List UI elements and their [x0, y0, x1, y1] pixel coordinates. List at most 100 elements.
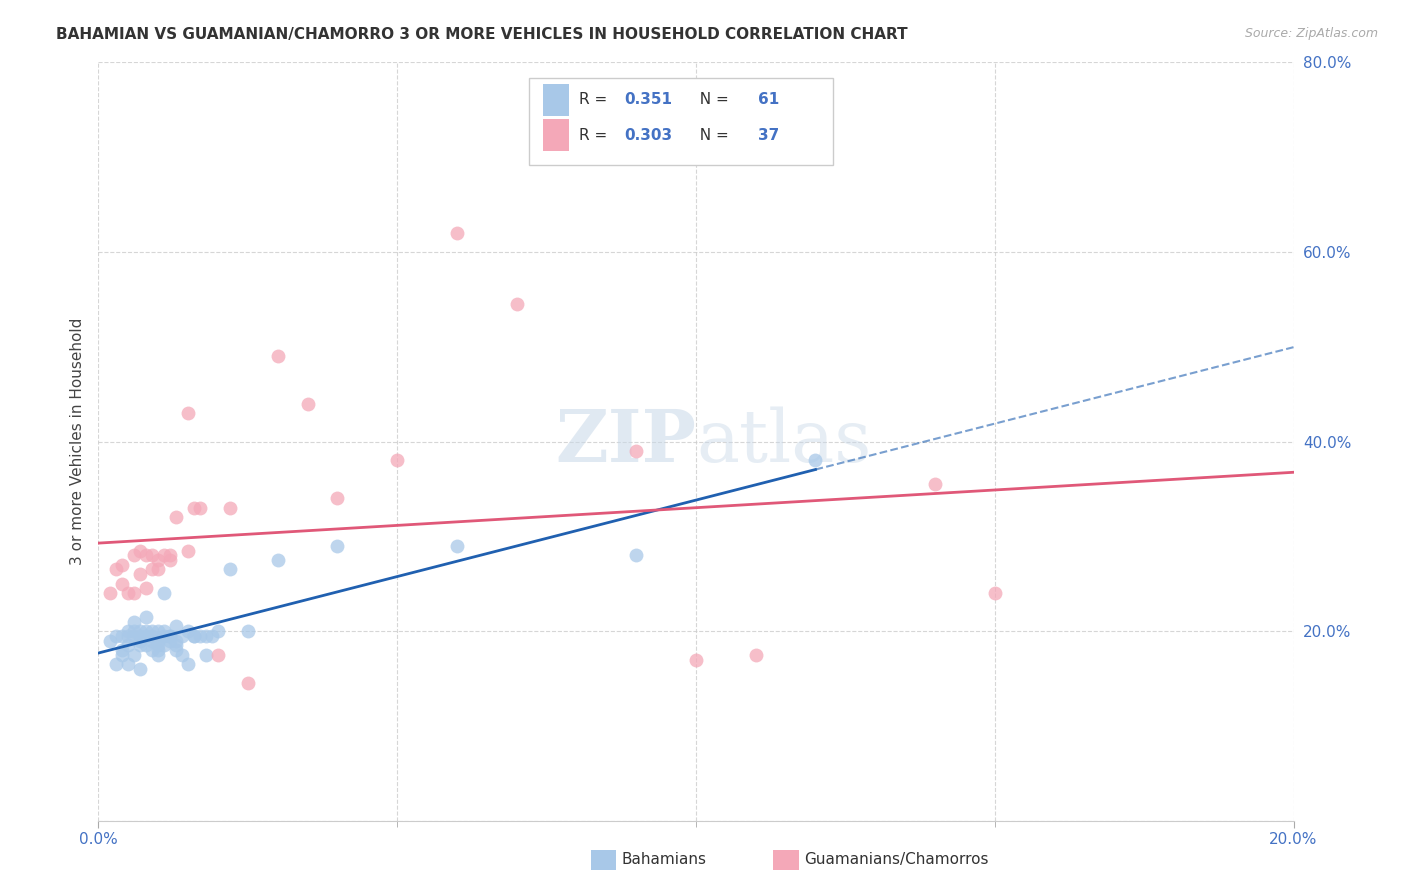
- Point: [326, 491, 349, 506]
- Point: [148, 553, 170, 567]
- Point: [177, 624, 200, 639]
- Bar: [543, 120, 569, 151]
- Point: [135, 629, 157, 643]
- Point: [207, 624, 229, 639]
- Point: [159, 633, 181, 648]
- Point: [165, 619, 187, 633]
- Point: [153, 586, 176, 600]
- Point: [188, 629, 211, 643]
- Point: [326, 539, 349, 553]
- Point: [219, 562, 242, 576]
- Point: [165, 643, 187, 657]
- Text: 61: 61: [758, 92, 779, 107]
- Point: [129, 543, 152, 558]
- Point: [165, 633, 187, 648]
- Point: [129, 638, 152, 652]
- Point: [124, 648, 146, 662]
- Point: [111, 576, 134, 591]
- Point: [984, 586, 1007, 600]
- Point: [745, 648, 768, 662]
- Point: [117, 638, 139, 652]
- Text: atlas: atlas: [696, 406, 872, 477]
- Point: [129, 629, 152, 643]
- Point: [135, 548, 157, 563]
- Point: [626, 548, 648, 563]
- Point: [111, 629, 134, 643]
- Point: [153, 624, 176, 639]
- Point: [201, 629, 224, 643]
- Point: [141, 562, 163, 576]
- Text: 0.351: 0.351: [624, 92, 672, 107]
- Point: [165, 638, 187, 652]
- Point: [129, 567, 152, 582]
- Point: [117, 624, 139, 639]
- Point: [159, 548, 181, 563]
- Point: [207, 648, 229, 662]
- Text: 0.303: 0.303: [624, 128, 672, 143]
- Text: N =: N =: [690, 92, 734, 107]
- Point: [148, 648, 170, 662]
- Point: [446, 226, 468, 240]
- Point: [626, 444, 648, 458]
- Point: [141, 629, 163, 643]
- Text: N =: N =: [690, 128, 734, 143]
- Point: [804, 453, 827, 467]
- Point: [141, 548, 163, 563]
- Text: BAHAMIAN VS GUAMANIAN/CHAMORRO 3 OR MORE VEHICLES IN HOUSEHOLD CORRELATION CHART: BAHAMIAN VS GUAMANIAN/CHAMORRO 3 OR MORE…: [56, 27, 908, 42]
- Point: [385, 453, 409, 467]
- Point: [124, 548, 146, 563]
- Point: [117, 657, 139, 672]
- Point: [124, 586, 146, 600]
- Point: [148, 633, 170, 648]
- Point: [105, 657, 128, 672]
- Point: [195, 648, 218, 662]
- Point: [124, 624, 146, 639]
- Point: [148, 624, 170, 639]
- Bar: [529, 78, 834, 165]
- Point: [159, 629, 181, 643]
- Point: [219, 500, 242, 515]
- Text: Bahamians: Bahamians: [621, 853, 706, 867]
- Point: [506, 297, 529, 311]
- Point: [297, 396, 319, 410]
- Point: [111, 643, 134, 657]
- Point: [446, 539, 468, 553]
- Bar: [543, 84, 569, 116]
- Point: [129, 662, 152, 676]
- Point: [159, 629, 181, 643]
- Point: [124, 629, 146, 643]
- Point: [117, 586, 139, 600]
- Point: [236, 624, 259, 639]
- Text: Guamanians/Chamorros: Guamanians/Chamorros: [804, 853, 988, 867]
- Point: [236, 676, 259, 690]
- Point: [177, 543, 200, 558]
- Point: [183, 500, 205, 515]
- Point: [177, 657, 200, 672]
- Point: [111, 648, 134, 662]
- Text: ZIP: ZIP: [555, 406, 696, 477]
- Point: [141, 624, 163, 639]
- Text: 37: 37: [758, 128, 779, 143]
- Text: R =: R =: [579, 128, 612, 143]
- Text: Source: ZipAtlas.com: Source: ZipAtlas.com: [1244, 27, 1378, 40]
- Point: [148, 643, 170, 657]
- Point: [153, 638, 176, 652]
- Point: [153, 548, 176, 563]
- Point: [135, 610, 157, 624]
- Point: [129, 633, 152, 648]
- Point: [135, 624, 157, 639]
- Point: [148, 638, 170, 652]
- Point: [267, 349, 290, 363]
- Point: [98, 586, 122, 600]
- Point: [117, 629, 139, 643]
- Text: R =: R =: [579, 92, 612, 107]
- Point: [159, 553, 181, 567]
- Point: [172, 648, 194, 662]
- Point: [148, 562, 170, 576]
- Point: [924, 477, 946, 491]
- Point: [183, 629, 205, 643]
- Point: [141, 643, 163, 657]
- Point: [111, 558, 134, 572]
- Point: [165, 510, 187, 524]
- Y-axis label: 3 or more Vehicles in Household: 3 or more Vehicles in Household: [69, 318, 84, 566]
